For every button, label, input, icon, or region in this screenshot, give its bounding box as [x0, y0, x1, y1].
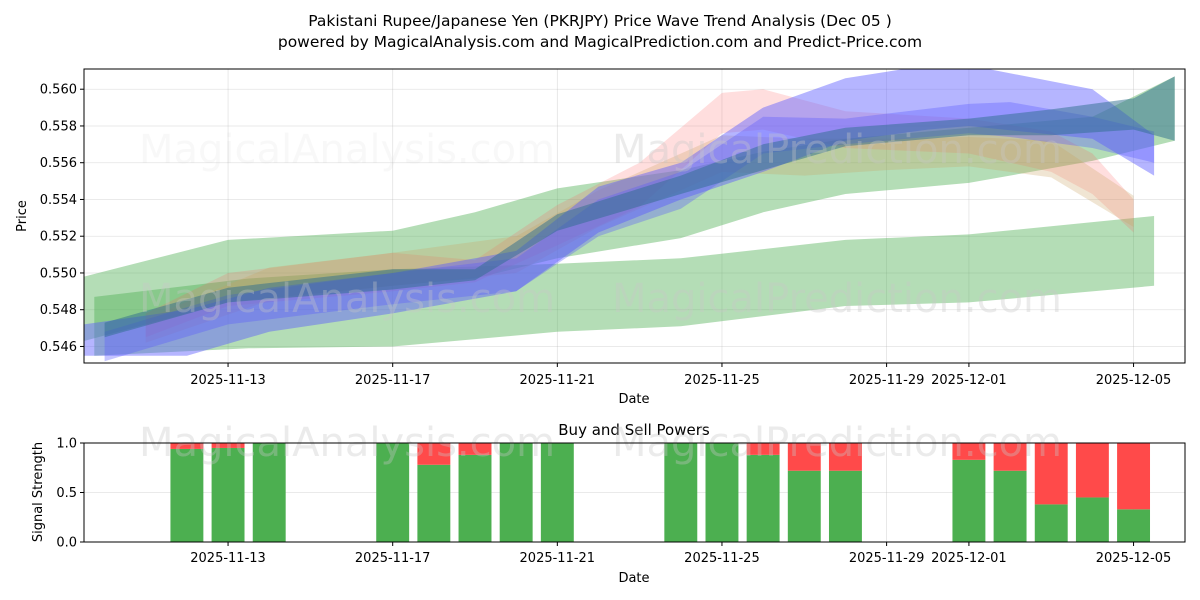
watermark-top-right: MagicalPrediction.com [612, 127, 1062, 173]
watermark-mid-left: MagicalAnalysis.com [139, 276, 555, 322]
wave-band-blue-wave-core [104, 102, 1155, 362]
price-x-label: Date [618, 392, 649, 407]
buy-bar [705, 443, 739, 542]
price-y-axis: 0.546 0.548 0.550 0.552 0.554 0.556 0.558 0.560 [40, 83, 84, 355]
sell-bar [417, 443, 451, 465]
buy-bar [170, 448, 204, 542]
price-x-tick-label: 2025-11-13 [190, 373, 266, 388]
buy-bar [952, 459, 986, 542]
signal-x-tick-label: 2025-12-05 [1096, 551, 1172, 566]
price-x-tick-label: 2025-12-01 [931, 373, 1007, 388]
sell-bar [211, 443, 245, 448]
signal-y-tick-label: 1.0 [56, 437, 77, 452]
price-x-tick-label: 2025-11-17 [355, 373, 431, 388]
wave-band-orange-wave [145, 135, 1134, 343]
buy-bar [540, 443, 574, 542]
wave-band-green-wide-lower [94, 216, 1155, 356]
sell-bar [1034, 443, 1068, 505]
buy-bar [252, 443, 286, 542]
price-wave-bands [84, 69, 1175, 362]
buy-bar [499, 443, 533, 542]
sell-bar [828, 443, 862, 471]
chart-title-line1: Pakistani Rupee/Japanese Yen (PKRJPY) Pr… [308, 12, 892, 30]
price-y-tick-label: 0.556 [40, 156, 77, 171]
signal-y-label: Signal Strength [31, 442, 46, 542]
price-x-tick-label: 2025-11-21 [520, 373, 596, 388]
price-y-tick-label: 0.554 [40, 193, 77, 208]
price-x-tick-label: 2025-11-25 [684, 373, 760, 388]
signal-panel: Buy and Sell Powers MagicalAnalysis.com … [31, 420, 1186, 586]
buy-bar [787, 470, 821, 542]
sell-bar [1117, 443, 1151, 510]
price-y-tick-label: 0.560 [40, 83, 77, 98]
price-x-tick-label: 2025-11-29 [849, 373, 925, 388]
sell-bar [787, 443, 821, 471]
buy-bar [746, 454, 780, 542]
signal-x-tick-label: 2025-11-21 [520, 551, 596, 566]
sell-bar [952, 443, 986, 460]
buy-bar [211, 447, 245, 542]
buy-bar [828, 470, 862, 542]
buy-bar [417, 464, 451, 542]
signal-x-tick-label: 2025-11-17 [355, 551, 431, 566]
wave-band-teal-core [104, 76, 1175, 338]
watermark-top-left: MagicalAnalysis.com [139, 127, 555, 173]
signal-title: Buy and Sell Powers [558, 421, 710, 439]
signal-x-tick-label: 2025-11-29 [849, 551, 925, 566]
chart-title-line2: powered by MagicalAnalysis.com and Magic… [278, 33, 922, 51]
buy-bar [1117, 509, 1151, 542]
price-y-tick-label: 0.546 [40, 340, 77, 355]
buy-bar [1075, 497, 1109, 542]
sell-bar [170, 443, 204, 449]
price-y-tick-label: 0.548 [40, 303, 77, 318]
price-x-tick-label: 2025-12-05 [1096, 373, 1172, 388]
buy-bar [376, 443, 410, 542]
signal-bars [170, 443, 1151, 542]
price-plot-frame [83, 68, 1186, 364]
price-y-tick-label: 0.550 [40, 266, 77, 281]
buy-bar [1034, 504, 1068, 542]
buy-bar [664, 443, 698, 542]
signal-y-tick-label: 0.0 [56, 536, 77, 551]
price-y-tick-label: 0.552 [40, 230, 77, 245]
signal-x-tick-label: 2025-11-25 [684, 551, 760, 566]
signal-x-label: Date [618, 571, 649, 586]
signal-y-axis: 0.0 0.5 1.0 [56, 437, 84, 551]
watermark-mid-right: MagicalPrediction.com [612, 276, 1062, 322]
price-y-label: Price [15, 200, 30, 232]
signal-y-tick-label: 0.5 [56, 486, 77, 501]
signal-x-axis: 2025-11-13 2025-11-17 2025-11-21 2025-11-25… [190, 542, 1171, 566]
price-panel: MagicalAnalysis.com MagicalPrediction.co… [15, 68, 1186, 407]
buy-bar [458, 454, 492, 542]
price-y-tick-label: 0.558 [40, 119, 77, 134]
sell-bar [458, 443, 492, 455]
sell-bar [746, 443, 780, 455]
price-x-axis: 2025-11-13 2025-11-17 2025-11-21 2025-11-25… [190, 363, 1171, 388]
sell-bar [1075, 443, 1109, 498]
signal-x-tick-label: 2025-11-13 [190, 551, 266, 566]
buy-bar [993, 470, 1027, 542]
sell-bar [993, 443, 1027, 471]
signal-x-tick-label: 2025-12-01 [931, 551, 1007, 566]
